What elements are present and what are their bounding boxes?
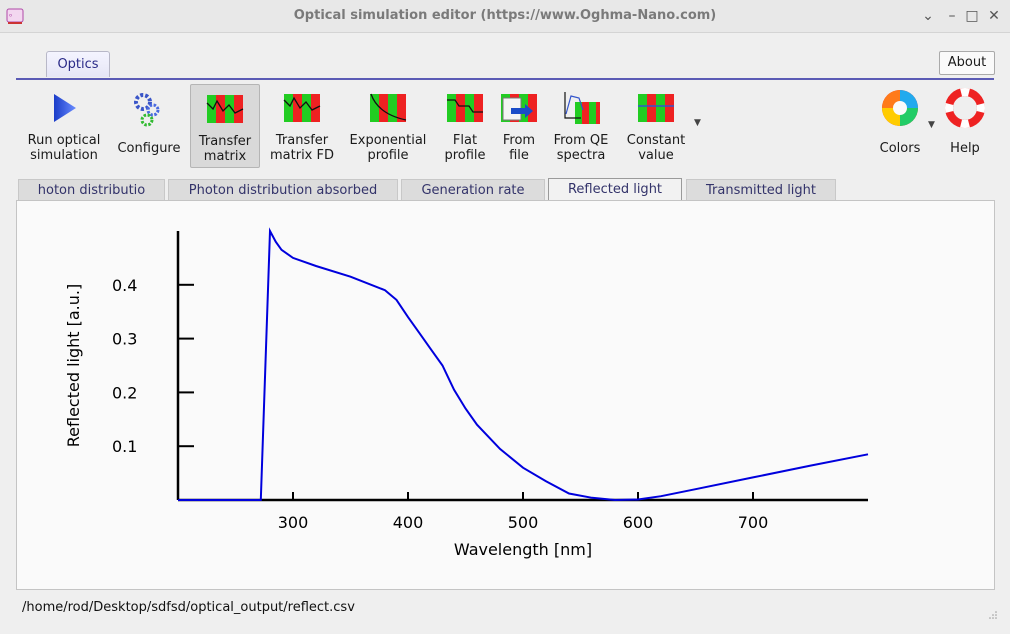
transfer-matrix-button[interactable]: Transfer matrix [190, 84, 260, 168]
x-tick-label: 400 [393, 513, 424, 532]
toolbar: Run optical simulation Configure Transfer… [16, 80, 994, 174]
exponential-profile-icon [370, 93, 407, 122]
y-axis-label: Reflected light [a.u.] [64, 284, 83, 447]
window-title: Optical simulation editor (https://www.O… [293, 8, 717, 23]
exponential-profile-label-1: Exponential [349, 133, 427, 148]
y-tick-label: 0.1 [112, 437, 137, 456]
configure-button[interactable]: Configure [114, 84, 184, 166]
output-tab-bar: hoton distributio Photon distribution ab… [16, 178, 994, 202]
constant-value-label-1: Constant [626, 133, 686, 148]
constant-value-button[interactable]: Constant value [620, 84, 692, 166]
from-qe-label-2: spectra [556, 148, 606, 163]
x-tick-label: 700 [738, 513, 769, 532]
colors-label: Colors [879, 141, 921, 156]
from-file-icon [501, 94, 537, 122]
chevron-down-icon[interactable]: ⌄ [922, 8, 934, 24]
transfer-matrix-fd-label-2: matrix FD [270, 148, 334, 163]
lifebuoy-icon [945, 88, 985, 128]
run-optical-label-1: Run optical [27, 133, 101, 148]
transfer-matrix-label-2: matrix [203, 149, 247, 164]
help-label: Help [950, 141, 980, 156]
ribbon-tab-strip: Optics [16, 50, 994, 80]
minimize-icon[interactable]: – [948, 8, 956, 24]
resize-grip-icon[interactable] [988, 610, 998, 620]
flat-profile-label-1: Flat [452, 133, 478, 148]
help-button[interactable]: Help [940, 84, 990, 166]
maximize-icon[interactable]: □ [965, 8, 979, 24]
toolbar-overflow-arrow-icon[interactable]: ▼ [694, 118, 701, 128]
tab-generation-rate[interactable]: Generation rate [401, 179, 545, 202]
qe-spectra-icon [564, 92, 600, 124]
flat-profile-icon [447, 94, 483, 122]
color-wheel-icon [882, 90, 918, 126]
x-tick-label: 500 [508, 513, 539, 532]
x-tick-label: 600 [623, 513, 654, 532]
from-file-label-1: From [502, 133, 536, 148]
gears-icon [134, 93, 160, 127]
constant-value-label-2: value [638, 148, 674, 163]
x-axis-label: Wavelength [nm] [454, 540, 592, 559]
app-logo-icon: ᵒ [6, 8, 24, 24]
from-file-label-2: file [509, 148, 529, 163]
run-optical-simulation-button[interactable]: Run optical simulation [22, 84, 106, 166]
tab-transmitted-light[interactable]: Transmitted light [686, 179, 836, 202]
series-line [178, 227, 869, 502]
title-bar: ᵒ Optical simulation editor (https://www… [0, 0, 1010, 33]
transfer-matrix-fd-button[interactable]: Transfer matrix FD [266, 84, 338, 166]
transfer-matrix-label-1: Transfer [198, 134, 252, 149]
plot-area[interactable]: 0.1 0.2 0.3 0.4 300 400 500 600 700 Wavelength … [16, 200, 995, 590]
transfer-matrix-fd-label-1: Transfer [275, 133, 329, 148]
reflected-light-chart: 0.1 0.2 0.3 0.4 300 400 500 600 700 Wavelength … [64, 227, 869, 559]
transfer-matrix-fd-icon [283, 94, 321, 122]
svg-text:ᵒ: ᵒ [9, 12, 12, 21]
y-tick-label: 0.3 [112, 330, 137, 349]
tab-photon-distribution-absorbed[interactable]: Photon distribution absorbed [168, 179, 398, 202]
from-qe-spectra-button[interactable]: From QE spectra [548, 84, 614, 166]
from-qe-label-1: From QE [553, 133, 609, 148]
configure-label: Configure [117, 141, 181, 156]
tab-photon-distribution[interactable]: hoton distributio [18, 179, 165, 202]
exponential-profile-label-2: profile [367, 148, 409, 163]
tab-optics[interactable]: Optics [46, 51, 110, 77]
tab-reflected-light[interactable]: Reflected light [548, 178, 682, 202]
close-icon[interactable]: ✕ [988, 8, 1000, 24]
exponential-profile-button[interactable]: Exponential profile [346, 84, 430, 166]
flat-profile-label-2: profile [444, 148, 486, 163]
status-path: /home/rod/Desktop/sdfsd/optical_output/r… [22, 600, 355, 615]
colors-button[interactable]: Colors [872, 84, 928, 166]
from-file-button[interactable]: From file [496, 84, 542, 166]
y-tick-label: 0.2 [112, 383, 137, 402]
colors-dropdown-arrow-icon[interactable]: ▼ [928, 120, 935, 130]
flat-profile-button[interactable]: Flat profile [440, 84, 490, 166]
run-optical-label-2: simulation [30, 148, 98, 163]
transfer-matrix-icon [206, 95, 244, 123]
constant-value-icon [638, 94, 674, 122]
play-icon [54, 94, 76, 122]
about-button[interactable]: About [939, 51, 995, 75]
x-tick-label: 300 [278, 513, 309, 532]
y-tick-label: 0.4 [112, 276, 137, 295]
